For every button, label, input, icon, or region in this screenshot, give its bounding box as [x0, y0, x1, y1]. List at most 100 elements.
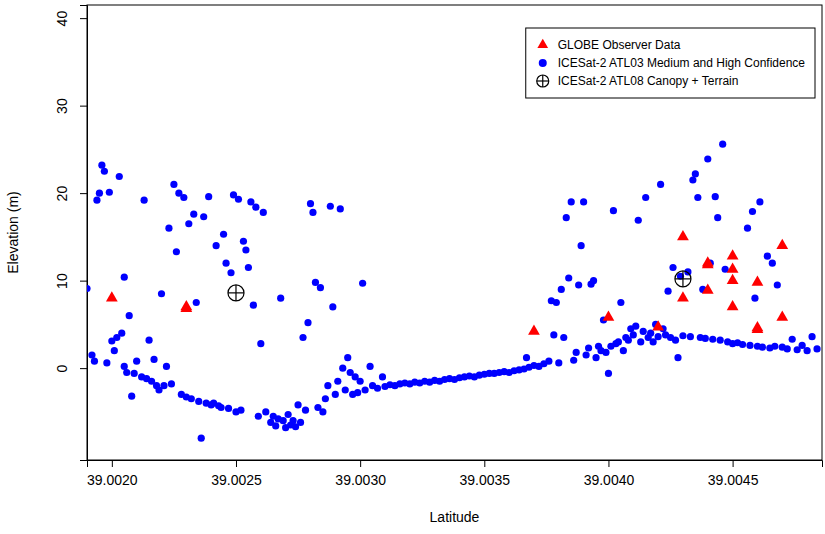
point: [160, 382, 167, 389]
point: [630, 331, 637, 338]
point: [545, 358, 552, 365]
point: [553, 299, 560, 306]
x-tick-mark: [112, 460, 113, 467]
point: [145, 337, 152, 344]
marker-ring: [675, 271, 691, 287]
point: [578, 242, 585, 249]
point: [128, 393, 135, 400]
x-axis-title: Latitude: [430, 509, 480, 525]
point: [640, 328, 647, 335]
x-tick-mark: [484, 460, 485, 467]
point: [568, 198, 575, 205]
point: [570, 357, 577, 364]
chart: 39.002039.002539.003039.003539.004039.00…: [0, 0, 825, 534]
marker-ring: [228, 285, 244, 301]
point: [337, 205, 344, 212]
point: [257, 340, 264, 347]
point: [558, 286, 565, 293]
point: [657, 181, 664, 188]
marker-cross: [682, 271, 683, 287]
legend-symbol: [537, 39, 548, 48]
marker-cross: [542, 75, 543, 87]
point: [324, 382, 331, 389]
point: [771, 343, 778, 350]
legend-symbol: [539, 59, 547, 67]
point: [101, 168, 108, 175]
point: [776, 239, 788, 249]
point: [126, 312, 133, 319]
point: [664, 288, 671, 295]
point: [237, 407, 244, 414]
x-tick-label: 39.0025: [211, 472, 262, 488]
point: [727, 274, 739, 284]
x-tick-label: 39.0040: [584, 472, 635, 488]
point: [603, 311, 615, 321]
y-tick-label: 10: [54, 273, 70, 289]
point: [88, 351, 95, 358]
legend-box: [526, 28, 815, 98]
point: [87, 285, 91, 292]
point: [228, 285, 244, 301]
point: [357, 378, 364, 385]
x-tick: 39.0035: [459, 460, 510, 488]
point: [615, 338, 622, 345]
point: [227, 269, 234, 276]
point: [366, 363, 373, 370]
point: [727, 300, 739, 310]
y-tick: 0: [54, 365, 87, 373]
point: [121, 363, 128, 370]
point: [610, 207, 617, 214]
point: [180, 194, 187, 201]
point: [342, 386, 349, 393]
point: [165, 225, 172, 232]
y-tick-mark: [80, 368, 87, 369]
y-tick-mark: [80, 18, 87, 19]
point: [285, 411, 292, 418]
point: [277, 295, 284, 302]
marker-cross: [235, 285, 236, 301]
point: [280, 417, 287, 424]
point: [712, 193, 719, 200]
point: [602, 349, 609, 356]
point: [111, 347, 118, 354]
point: [776, 311, 788, 321]
point: [563, 214, 570, 221]
point: [250, 302, 257, 309]
point: [573, 349, 580, 356]
point: [744, 225, 751, 232]
point: [168, 380, 175, 387]
point: [217, 404, 224, 411]
y-axis-title: Elevation (m): [5, 191, 21, 273]
y-tick: 20: [54, 186, 87, 202]
point: [719, 141, 726, 148]
point: [727, 249, 739, 259]
legend-symbol: [537, 75, 549, 87]
point: [655, 333, 662, 340]
point: [195, 398, 202, 405]
point: [98, 162, 105, 169]
x-tick-mark: [360, 460, 361, 467]
plot-marks: [87, 141, 821, 442]
point: [240, 238, 247, 245]
point: [749, 208, 756, 215]
point: [312, 279, 319, 286]
point: [689, 176, 696, 183]
y-tick-mark: [80, 193, 87, 194]
x-tick-mark: [236, 460, 237, 467]
point: [297, 419, 304, 426]
point: [769, 260, 776, 267]
point: [141, 197, 148, 204]
series-1: [87, 141, 821, 442]
point: [327, 203, 334, 210]
point: [585, 344, 592, 351]
x-tick: 39.0020: [87, 460, 138, 488]
point: [235, 196, 242, 203]
point: [106, 291, 118, 301]
point: [605, 370, 612, 377]
point: [717, 337, 724, 344]
legend-label: ICESat-2 ATL03 Medium and High Confidenc…: [558, 56, 806, 70]
x-tick: 39.0030: [335, 460, 386, 488]
point: [106, 189, 113, 196]
point: [620, 347, 627, 354]
point: [220, 231, 227, 238]
